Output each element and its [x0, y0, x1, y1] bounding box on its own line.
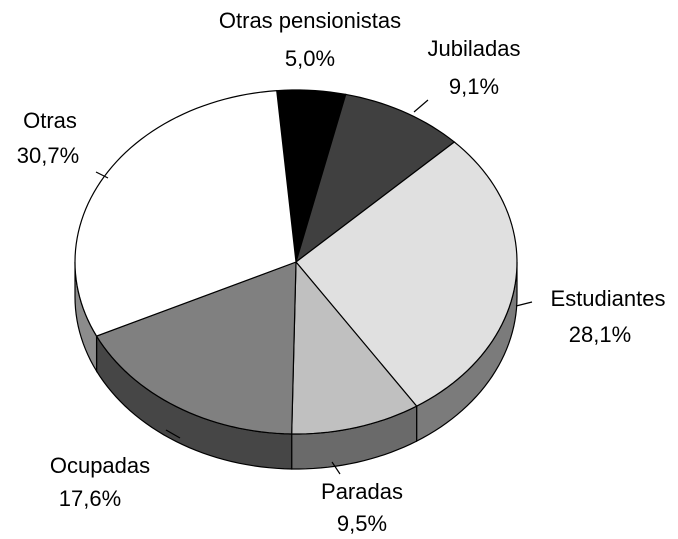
value-label: 28,1%: [569, 322, 631, 347]
value-label: 5,0%: [285, 46, 335, 71]
value-label: 30,7%: [17, 143, 79, 168]
pie-slice: [276, 89, 347, 263]
slice-label: Jubiladas: [428, 36, 521, 61]
pie-slice: [95, 261, 297, 435]
leader-line: [95, 171, 109, 179]
value-label: 9,1%: [449, 74, 499, 99]
leader-line: [515, 301, 533, 307]
value-label: 9,5%: [337, 511, 387, 536]
pie-slice: [295, 141, 518, 407]
pie-slice: [291, 260, 418, 435]
slice-label: Estudiantes: [551, 286, 666, 311]
slice-label: Otras pensionistas: [219, 8, 401, 33]
slice-label: Otras: [23, 108, 77, 133]
slice-label: Ocupadas: [50, 453, 150, 478]
leader-line: [331, 461, 341, 475]
leader-line: [165, 429, 181, 439]
slice-label: Paradas: [321, 479, 403, 504]
value-label: 17,6%: [59, 486, 121, 511]
leader-line: [413, 99, 429, 113]
pie-slice: [294, 93, 456, 264]
